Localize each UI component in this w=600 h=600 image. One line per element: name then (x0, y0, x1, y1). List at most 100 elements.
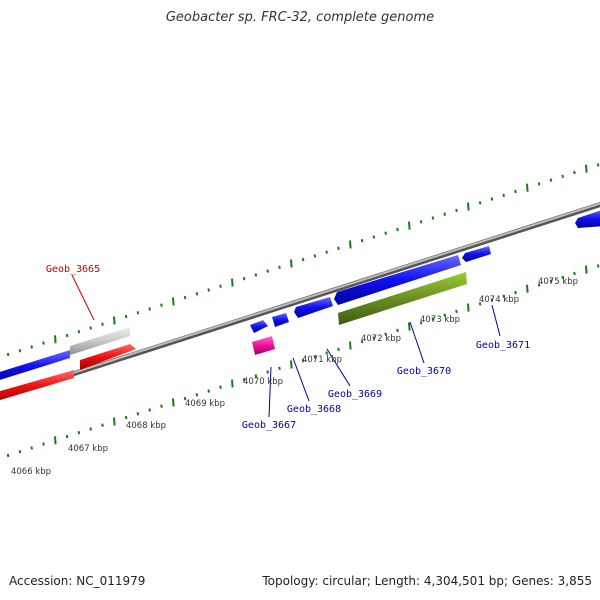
lower-tick-mark (549, 279, 553, 283)
lower-tick-mark (408, 322, 411, 331)
feature-red-left-2[interactable] (80, 344, 136, 370)
lower-tick-mark (290, 360, 293, 369)
axis-label-4072: 4072 kbp (361, 334, 401, 344)
axis-label-4067: 4067 kbp (68, 444, 108, 454)
upper-tick-mark (30, 345, 33, 349)
lower-tick-mark (266, 370, 269, 374)
upper-tick-mark (136, 311, 140, 315)
feature-blue-far-right[interactable] (575, 209, 600, 228)
upper-tick-mark (242, 277, 246, 281)
feature-blue-3[interactable] (250, 320, 268, 333)
upper-tick-track (6, 163, 600, 357)
axis-label-4074: 4074 kbp (479, 295, 519, 305)
upper-tick-mark (537, 182, 541, 186)
upper-tick-mark (254, 273, 258, 277)
upper-tick-mark (231, 278, 234, 287)
feature-blue-large[interactable] (334, 255, 461, 305)
upper-tick-mark (478, 201, 482, 205)
map-title: Geobacter sp. FRC-32, complete genome (165, 10, 435, 25)
lower-tick-mark (537, 283, 541, 287)
upper-tick-mark (172, 297, 175, 306)
lower-tick-mark (160, 404, 163, 408)
feature-red-left-1[interactable] (0, 370, 74, 403)
upper-tick-mark (65, 333, 69, 338)
upper-tick-mark (313, 254, 317, 258)
upper-tick-mark (372, 235, 376, 239)
lower-tick-mark (65, 434, 69, 439)
upper-tick-mark (360, 239, 364, 243)
upper-tick-mark (266, 269, 269, 273)
lower-tick-mark (195, 393, 199, 397)
lower-tick-mark (148, 408, 151, 412)
leader-geob-3671 (491, 304, 501, 337)
feature-blue-5[interactable] (294, 297, 333, 318)
label-geob-3665[interactable]: Geob_3665 (46, 264, 100, 275)
feature-blue-7[interactable] (462, 246, 491, 262)
lower-tick-mark (325, 351, 328, 355)
lower-tick-mark (183, 396, 187, 401)
label-geob-3668[interactable]: Geob_3668 (287, 404, 341, 415)
upper-tick-mark (18, 349, 22, 353)
lower-tick-mark (101, 423, 104, 427)
upper-tick-mark (160, 303, 163, 307)
leader-geob-3668 (292, 357, 310, 402)
topology-text: Topology: circular; Length: 4,304,501 bp… (262, 574, 592, 588)
upper-tick-mark (101, 322, 104, 326)
upper-tick-mark (219, 284, 222, 288)
lower-tick-mark (337, 347, 340, 351)
upper-tick-mark (54, 335, 57, 344)
lower-tick-mark (502, 294, 505, 298)
lower-tick-track (6, 264, 600, 458)
lower-tick-mark (313, 355, 317, 359)
lower-tick-mark (526, 284, 529, 293)
axis-label-4075: 4075 kbp (538, 277, 578, 287)
lower-tick-mark (596, 264, 600, 268)
label-geob-3670[interactable]: Geob_3670 (397, 366, 451, 377)
lower-tick-mark (490, 298, 494, 302)
upper-tick-mark (42, 341, 45, 345)
lower-tick-mark (54, 436, 57, 445)
feature-blue-left[interactable] (0, 350, 70, 383)
upper-tick-mark (6, 352, 10, 357)
upper-tick-mark (195, 292, 199, 296)
genome-backbone-highlight (0, 202, 600, 398)
leader-geob-3670 (409, 321, 425, 364)
lower-tick-mark (561, 275, 564, 279)
axis-label-4071: 4071 kbp (302, 355, 342, 365)
upper-tick-mark (384, 231, 387, 235)
upper-tick-mark (490, 197, 494, 201)
accession-text: Accession: NC_011979 (9, 574, 146, 588)
upper-tick-mark (113, 316, 116, 325)
feature-magenta[interactable] (252, 336, 275, 355)
upper-tick-mark (278, 265, 281, 269)
lower-tick-mark (207, 389, 210, 393)
upper-tick-mark (301, 258, 305, 262)
lower-tick-mark (172, 398, 175, 407)
upper-tick-mark (502, 193, 505, 197)
lower-tick-mark (396, 328, 399, 333)
feature-blue-4[interactable] (272, 313, 289, 327)
upper-tick-mark (77, 330, 81, 334)
axis-label-4068: 4068 kbp (126, 421, 166, 431)
label-geob-3669[interactable]: Geob_3669 (328, 389, 382, 400)
lower-tick-mark (419, 321, 423, 325)
lower-tick-mark (77, 431, 81, 435)
upper-tick-mark (124, 314, 128, 319)
lower-tick-mark (242, 378, 246, 382)
feature-green[interactable] (338, 272, 467, 325)
upper-tick-mark (290, 259, 293, 268)
lower-tick-mark (278, 366, 281, 370)
lower-tick-mark (514, 290, 517, 295)
lower-tick-mark (360, 340, 364, 344)
axis-label-4073: 4073 kbp (420, 315, 460, 325)
upper-tick-mark (337, 246, 340, 250)
label-geob-3671[interactable]: Geob_3671 (476, 340, 530, 351)
upper-tick-mark (596, 163, 600, 167)
axis-label-4066: 4066 kbp (11, 467, 51, 477)
feature-gray-left[interactable] (70, 327, 130, 355)
label-geob-3667[interactable]: Geob_3667 (242, 420, 296, 431)
upper-tick-mark (431, 216, 435, 220)
lower-tick-mark (301, 359, 305, 363)
lower-tick-mark (89, 427, 92, 431)
